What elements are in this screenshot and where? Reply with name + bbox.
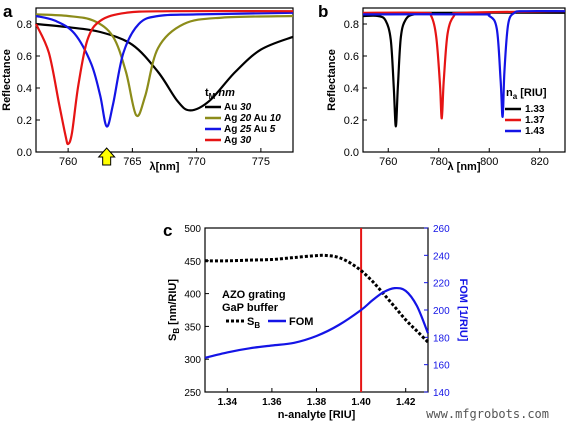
y-tick-label: 0.8 [344, 19, 359, 31]
series-line-1 [35, 13, 294, 118]
x-tick-label: 775 [252, 156, 270, 168]
panel-c: 1.34 1.36 1.38 1.40 1.42 250 300 350 400 450 500 14… [163, 221, 469, 421]
x-axis-label: n-analyte [RIU] [278, 409, 356, 421]
legend-title: tM nm [205, 87, 235, 101]
y-tick-label: 0.2 [17, 115, 32, 127]
annotation: AZO grating [222, 289, 286, 301]
legend-entry: 1.33 [525, 104, 545, 115]
x-tick-label: 765 [123, 156, 141, 168]
x-tick-label: 1.34 [218, 397, 238, 408]
y-left-tick-label: 450 [184, 257, 201, 268]
x-tick-label: 760 [59, 156, 77, 168]
y-right-tick-label: 220 [433, 279, 450, 290]
panel-a: 760 765 770 775 0.0 0.2 0.4 0.6 0.8 a λ[nm] Reflect… [1, 2, 294, 173]
y-right-tick-label: 240 [433, 251, 450, 262]
legend-entry: 1.37 [525, 115, 545, 126]
x-tick-label: 1.38 [307, 397, 327, 408]
series-line-2 [362, 9, 566, 118]
legend-entry: Ag 25 Au 5 [224, 124, 276, 135]
y-right-axis-label: FOM [1/RIU] [457, 279, 469, 342]
y-left-tick-label: 400 [184, 290, 201, 301]
y-left-tick-label: 250 [184, 388, 201, 399]
x-tick-label: 1.42 [396, 397, 416, 408]
x-axis-label: λ [nm] [448, 161, 481, 173]
annotation: GaP buffer [222, 302, 279, 314]
legend-entry: Ag 20 Au 10 [224, 113, 281, 124]
x-tick-label: 770 [187, 156, 205, 168]
y-right-tick-label: 260 [433, 224, 450, 235]
y-right-tick-label: 200 [433, 306, 450, 317]
x-tick-label: 800 [480, 156, 498, 168]
legend-entry: Ag 30 [224, 135, 252, 146]
series-line-1 [204, 286, 430, 359]
x-tick-label: 820 [531, 156, 549, 168]
panel-label: b [318, 2, 328, 21]
series-line-0 [204, 253, 430, 344]
x-tick-label: 760 [379, 156, 397, 168]
panel-label: a [3, 2, 13, 21]
legend-entry: Au 30 [224, 102, 252, 113]
y-right-tick-label: 160 [433, 361, 450, 372]
legend-entry: FOM [289, 316, 313, 328]
y-tick-label: 0.0 [344, 147, 359, 159]
y-left-tick-label: 300 [184, 355, 201, 366]
plot-frame [35, 7, 294, 153]
y-tick-label: 0.6 [344, 51, 359, 63]
y-tick-label: 0.6 [17, 51, 32, 63]
y-axis-label: Reflectance [1, 49, 13, 111]
legend-entry: 1.43 [525, 126, 545, 137]
x-axis-label: λ[nm] [150, 161, 180, 173]
y-right-tick-label: 140 [433, 388, 450, 399]
y-tick-label: 0.2 [344, 115, 359, 127]
y-axis-label: Reflectance [326, 49, 338, 111]
arrow-icon [97, 147, 116, 166]
y-tick-label: 0.4 [17, 83, 32, 95]
series-line-2 [35, 11, 294, 128]
legend-title: na [RIU] [506, 87, 547, 101]
y-right-tick-label: 180 [433, 333, 450, 344]
series-line-3 [34, 9, 294, 146]
y-tick-label: 0.4 [344, 83, 359, 95]
plot-frame [362, 7, 566, 153]
y-tick-label: 0.0 [17, 147, 32, 159]
y-left-axis-label: SB [nm/RIU] [167, 279, 181, 341]
legend-entry: SB [247, 316, 260, 330]
x-tick-label: 780 [430, 156, 448, 168]
y-left-tick-label: 350 [184, 322, 201, 333]
y-tick-label: 0.8 [17, 19, 32, 31]
panel-b: 760 780 800 820 0.0 0.2 0.4 0.6 0.8 b λ [nm] Reflec… [318, 2, 566, 173]
panel-label: c [163, 221, 172, 240]
x-tick-label: 1.40 [351, 397, 371, 408]
x-tick-label: 1.36 [262, 397, 282, 408]
y-left-tick-label: 500 [184, 224, 201, 235]
watermark: www.mfgrobots.com [426, 407, 549, 421]
